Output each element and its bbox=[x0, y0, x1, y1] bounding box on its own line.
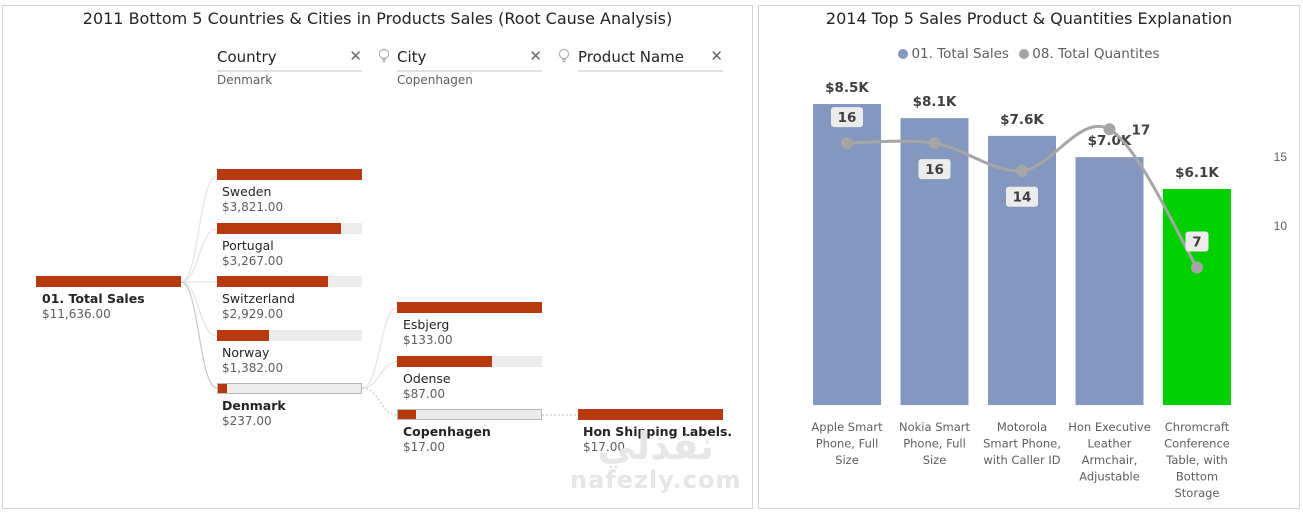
x-tick-label: Conference bbox=[1164, 437, 1230, 451]
node-value: $17.00 bbox=[583, 440, 625, 454]
quantity-point bbox=[1016, 164, 1028, 177]
level-value-country: Denmark bbox=[217, 73, 273, 87]
decomp-title: 2011 Bottom 5 Countries & Cities in Prod… bbox=[82, 9, 673, 28]
node-label: Switzerland bbox=[222, 291, 295, 306]
quantity-label-box bbox=[918, 159, 951, 180]
node-label: Norway bbox=[222, 345, 270, 360]
root-value: $11,636.00 bbox=[42, 307, 111, 321]
level-label-country: Country bbox=[217, 48, 277, 66]
root-bar[interactable] bbox=[36, 276, 181, 287]
lightbulb-icon[interactable] bbox=[558, 48, 570, 68]
quantity-label-box bbox=[1006, 186, 1038, 207]
quantity-data-label: 7 bbox=[1192, 234, 1201, 250]
level-header-product: Product Name ✕ bbox=[578, 47, 723, 72]
x-tick-label: Nokia Smart bbox=[899, 420, 970, 434]
sales-data-label: $8.5K bbox=[825, 80, 869, 96]
legend-item-sales[interactable]: 01. Total Sales bbox=[898, 46, 1009, 62]
node-label: Hon Shipping Labels... bbox=[583, 424, 733, 439]
y-right-tick-label: 10 bbox=[1274, 219, 1288, 233]
close-icon[interactable]: ✕ bbox=[349, 47, 362, 65]
chart-legend: 01. Total Sales 08. Total Quantites bbox=[759, 46, 1299, 62]
chart-plot: 10 15 $8.5K Apple Smart Phone, Full Size $8.1K… bbox=[811, 80, 1288, 500]
node-bar[interactable] bbox=[578, 409, 723, 420]
node-label: Denmark bbox=[222, 398, 286, 413]
x-tick-label: Phone, Full bbox=[816, 437, 879, 451]
legend-label: 01. Total Sales bbox=[911, 46, 1009, 62]
x-tick-label: Smart Phone, bbox=[983, 437, 1061, 451]
quantity-point bbox=[1191, 261, 1203, 274]
node-label: Sweden bbox=[222, 184, 272, 199]
x-tick-label: Hon Executive bbox=[1068, 420, 1151, 434]
node-value: $2,929.00 bbox=[222, 307, 284, 321]
sales-data-label: $7.6K bbox=[1000, 112, 1044, 128]
quantity-data-label: 14 bbox=[1013, 190, 1032, 206]
node-label: Esbjerg bbox=[403, 317, 450, 332]
sales-data-label: $6.1K bbox=[1175, 165, 1219, 181]
quantity-label-box bbox=[1185, 231, 1209, 252]
node-value: $1,382.00 bbox=[222, 361, 284, 375]
node-value: $3,267.00 bbox=[222, 254, 284, 268]
quantity-data-label: 16 bbox=[838, 110, 857, 126]
x-tick-label: Size bbox=[923, 453, 947, 467]
close-icon[interactable]: ✕ bbox=[710, 47, 723, 65]
x-tick-label: Armchair, bbox=[1082, 453, 1138, 467]
node-label: Copenhagen bbox=[403, 424, 491, 439]
legend-label: 08. Total Quantites bbox=[1032, 46, 1160, 62]
node-bar[interactable] bbox=[217, 383, 362, 394]
x-tick-label: with Caller ID bbox=[983, 453, 1060, 467]
node-bar[interactable] bbox=[217, 276, 362, 287]
x-tick-label: Bottom bbox=[1176, 470, 1218, 484]
quantity-point bbox=[1103, 123, 1116, 136]
node-label: Portugal bbox=[222, 238, 274, 253]
level-header-country: Country ✕ bbox=[217, 47, 362, 72]
node-value: $237.00 bbox=[222, 414, 272, 428]
quantity-point bbox=[928, 137, 941, 150]
x-tick-label: Storage bbox=[1175, 486, 1220, 500]
node-value: $87.00 bbox=[403, 387, 445, 401]
quantity-line bbox=[846, 125, 1199, 269]
node-value: $17.00 bbox=[403, 440, 445, 454]
node-bar[interactable] bbox=[217, 169, 362, 180]
sales-data-label: $8.1K bbox=[913, 94, 957, 110]
x-tick-label: Leather bbox=[1088, 437, 1132, 451]
level-value-city: Copenhagen bbox=[397, 73, 473, 87]
node-label: Odense bbox=[403, 371, 451, 386]
chart-title: 2014 Top 5 Sales Product & Quantities Ex… bbox=[825, 9, 1233, 28]
legend-dot-quantities bbox=[1019, 49, 1030, 59]
quantity-label-box bbox=[831, 107, 863, 128]
quantity-point bbox=[841, 137, 853, 150]
node-value: $3,821.00 bbox=[222, 200, 284, 214]
legend-dot-sales bbox=[898, 49, 909, 59]
x-tick-label: Chromcraft bbox=[1165, 420, 1230, 434]
level-label-product: Product Name bbox=[578, 48, 684, 66]
quantity-data-label: 16 bbox=[925, 162, 944, 178]
x-tick-label: Phone, Full bbox=[903, 437, 966, 451]
node-bar[interactable] bbox=[217, 223, 362, 234]
node-value: $133.00 bbox=[403, 333, 453, 347]
lightbulb-icon[interactable] bbox=[378, 48, 390, 68]
close-icon[interactable]: ✕ bbox=[529, 47, 542, 65]
tree-connectors bbox=[180, 175, 578, 416]
x-tick-label: Table, with bbox=[1165, 453, 1227, 467]
sales-bar bbox=[1075, 157, 1144, 405]
sales-bar bbox=[813, 104, 881, 405]
legend-item-quantities[interactable]: 08. Total Quantites bbox=[1019, 46, 1160, 62]
node-bar[interactable] bbox=[397, 302, 542, 313]
y-right-tick-label: 15 bbox=[1274, 150, 1288, 164]
sales-bar bbox=[988, 135, 1056, 405]
node-bar[interactable] bbox=[397, 409, 542, 420]
sales-data-label: $7.0K bbox=[1088, 133, 1132, 149]
node-bar[interactable] bbox=[217, 330, 362, 341]
level-header-city: City ✕ bbox=[397, 47, 542, 72]
node-bar[interactable] bbox=[397, 356, 542, 367]
x-tick-label: Motorola bbox=[997, 420, 1047, 434]
x-tick-label: Apple Smart bbox=[811, 420, 883, 434]
x-tick-label: Adjustable bbox=[1079, 470, 1140, 484]
combo-chart-visual: 2014 Top 5 Sales Product & Quantities Ex… bbox=[758, 5, 1300, 509]
root-label: 01. Total Sales bbox=[42, 291, 145, 306]
x-tick-label: Size bbox=[835, 453, 859, 467]
decomposition-tree-visual: 2011 Bottom 5 Countries & Cities in Prod… bbox=[2, 5, 753, 509]
quantity-data-label: 17 bbox=[1132, 122, 1151, 138]
level-label-city: City bbox=[397, 48, 427, 66]
